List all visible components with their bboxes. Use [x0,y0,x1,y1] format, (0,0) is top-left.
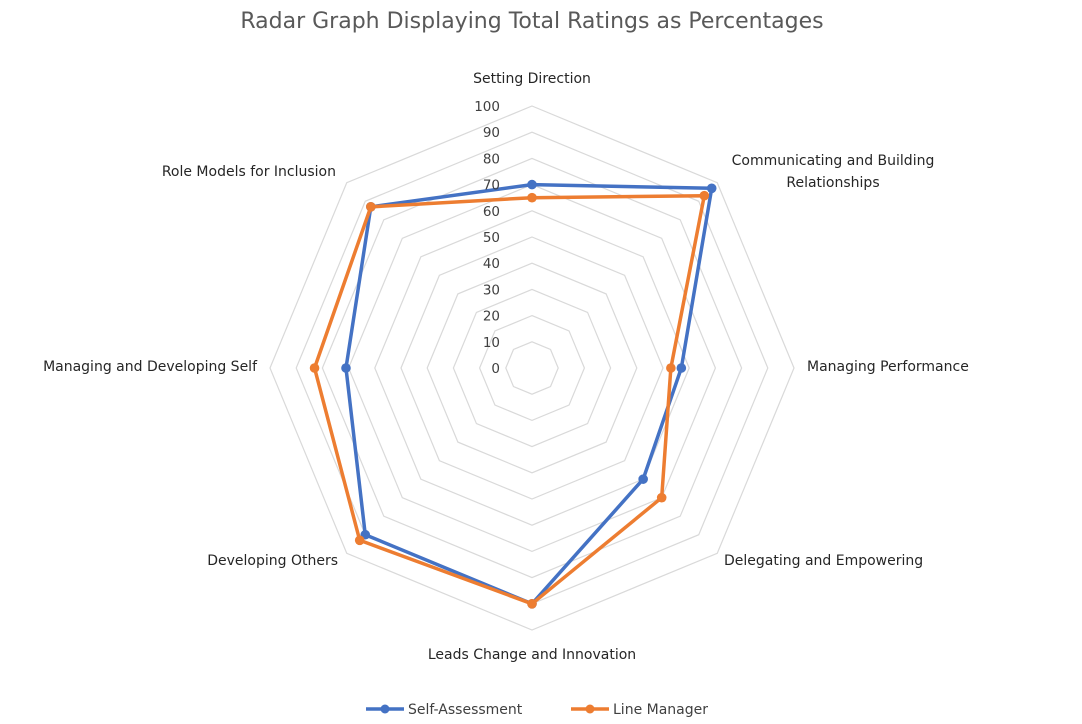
legend-item: Line Manager [571,702,708,718]
data-point [666,363,676,373]
data-point [366,202,376,212]
tick-label: 30 [483,282,500,298]
grid-ring-30 [452,288,612,448]
grid-ring-100 [269,105,795,631]
category-label: Developing Others [207,553,338,569]
legend-item: Self-Assessment [366,702,523,718]
tick-label: 60 [483,204,500,220]
tick-label: 20 [483,309,500,325]
data-point [656,492,667,503]
legend-label: Line Manager [613,702,708,718]
tick-label: 40 [483,256,500,272]
data-point [354,535,365,546]
data-point [527,179,537,190]
data-point [706,183,717,194]
grid-ring-60 [374,210,690,526]
data-point [699,190,710,201]
data-point [527,192,537,203]
series-line [344,182,714,606]
grid-ring-50 [400,236,664,500]
tick-labels: 0 10 20 30 40 50 60 70 80 90 100 [474,99,500,377]
data-point [676,363,687,373]
data-point [309,363,320,373]
legend-label: Self-Assessment [408,702,523,718]
category-label: Managing and Developing Self [43,359,258,375]
category-label: Managing Performance [807,359,969,375]
data-point [341,363,351,373]
legend-swatch-marker [585,704,595,714]
category-label: Role Models for Inclusion [162,164,336,180]
category-label: Leads Change and Innovation [428,647,636,663]
legend-swatch-marker [380,704,390,714]
series-1 [309,190,710,609]
category-label: Relationships [786,175,879,191]
tick-label: 50 [483,230,500,246]
grid-ring-10 [505,341,559,395]
tick-label: 100 [474,99,500,115]
series-layer [309,179,717,609]
grid-ring-70 [347,183,717,553]
grid-ring-80 [321,157,743,579]
tick-label: 70 [483,178,500,194]
tick-label: 0 [491,361,500,377]
grid-ring-20 [478,314,586,422]
category-label: Communicating and Building [732,153,935,169]
grid-ring-40 [426,262,638,474]
data-point [527,599,537,609]
tick-label: 80 [483,151,500,167]
data-point [638,474,648,484]
category-label: Setting Direction [473,71,591,87]
category-labels: Setting Direction Communicating and Build… [43,71,969,663]
series-0 [341,179,717,609]
tick-label: 10 [483,335,500,351]
category-label: Delegating and Empowering [724,553,923,569]
legend: Self-Assessment Line Manager [366,702,708,718]
chart-title: Radar Graph Displaying Total Ratings as … [240,9,823,34]
tick-label: 90 [483,125,500,141]
